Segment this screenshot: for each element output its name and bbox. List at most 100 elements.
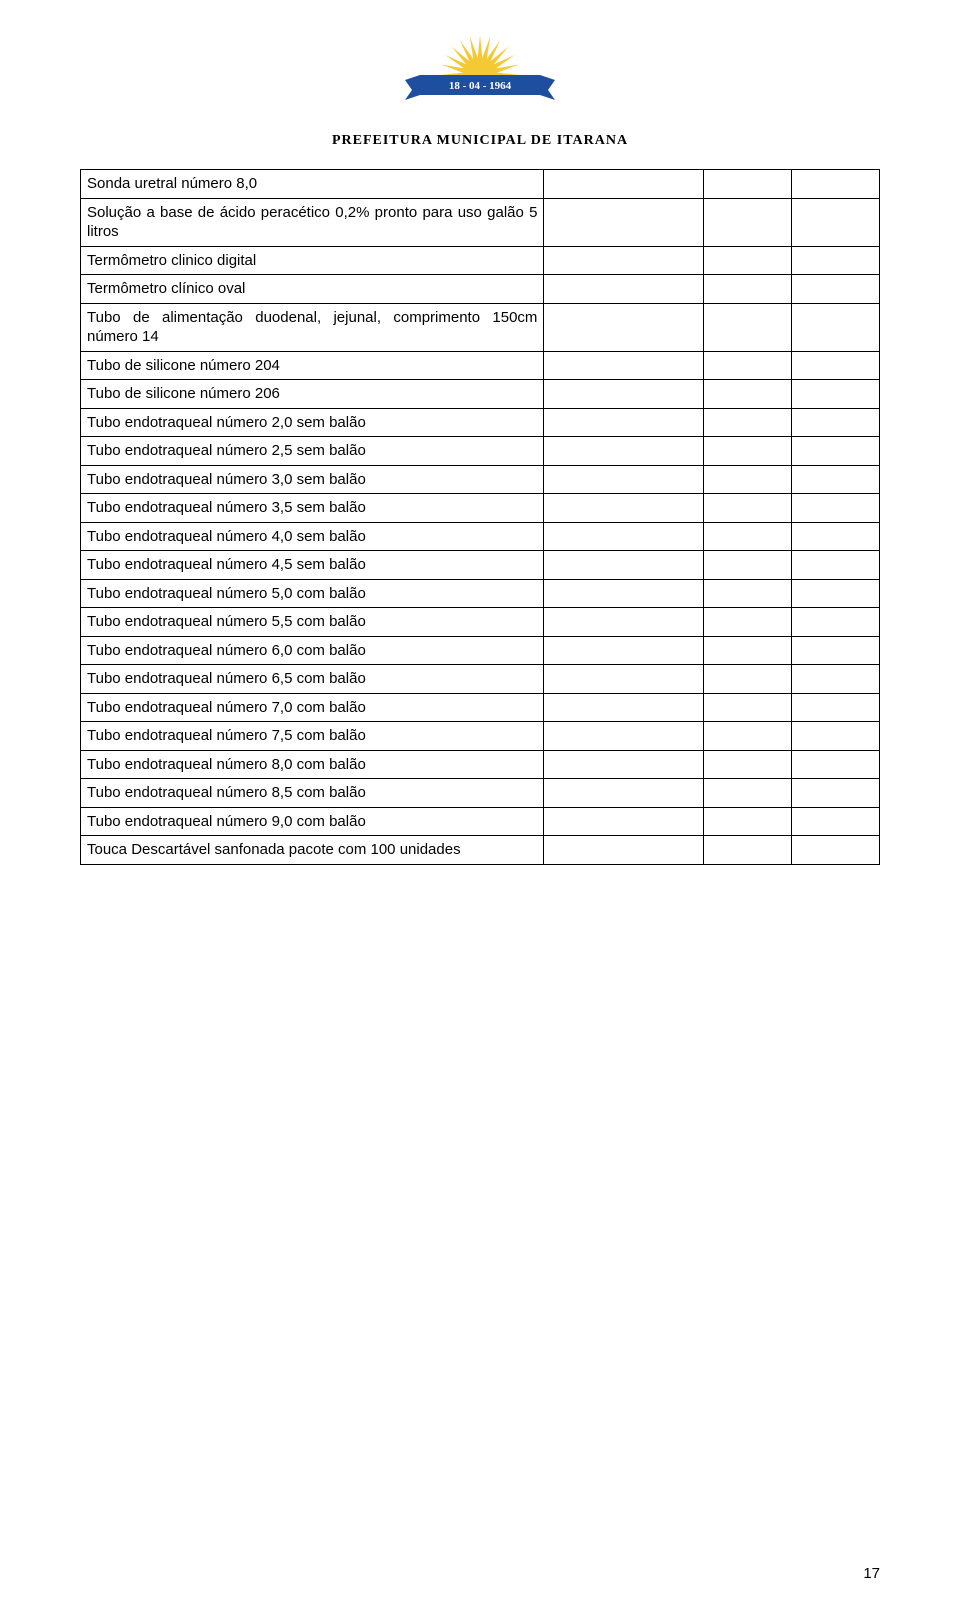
empty-cell — [792, 465, 880, 494]
empty-cell — [704, 750, 792, 779]
empty-cell — [792, 836, 880, 865]
empty-cell — [704, 551, 792, 580]
empty-cell — [544, 351, 704, 380]
empty-cell — [792, 303, 880, 351]
empty-cell — [792, 408, 880, 437]
empty-cell — [704, 494, 792, 523]
table-row: Tubo de silicone número 206 — [81, 380, 880, 409]
empty-cell — [704, 665, 792, 694]
table-row: Tubo endotraqueal número 9,0 com balão — [81, 807, 880, 836]
table-row: Sonda uretral número 8,0 — [81, 170, 880, 199]
table-row: Solução a base de ácido peracético 0,2% … — [81, 198, 880, 246]
empty-cell — [792, 665, 880, 694]
item-label-cell: Termômetro clínico oval — [81, 275, 544, 304]
item-label-cell: Tubo de silicone número 206 — [81, 380, 544, 409]
empty-cell — [544, 836, 704, 865]
empty-cell — [544, 303, 704, 351]
empty-cell — [792, 351, 880, 380]
empty-cell — [544, 722, 704, 751]
empty-cell — [704, 693, 792, 722]
empty-cell — [792, 608, 880, 637]
item-label-cell: Tubo endotraqueal número 5,5 com balão — [81, 608, 544, 637]
item-label-cell: Tubo endotraqueal número 4,5 sem balão — [81, 551, 544, 580]
empty-cell — [792, 807, 880, 836]
table-row: Tubo endotraqueal número 2,5 sem balão — [81, 437, 880, 466]
item-label-cell: Termômetro clinico digital — [81, 246, 544, 275]
table-row: Tubo endotraqueal número 6,0 com balão — [81, 636, 880, 665]
page-header: 18 - 04 - 1964 PREFEITURA MUNICIPAL DE I… — [80, 20, 880, 149]
empty-cell — [544, 380, 704, 409]
empty-cell — [704, 246, 792, 275]
empty-cell — [544, 198, 704, 246]
empty-cell — [544, 246, 704, 275]
item-label-cell: Solução a base de ácido peracético 0,2% … — [81, 198, 544, 246]
item-label-cell: Tubo de alimentação duodenal, jejunal, c… — [81, 303, 544, 351]
empty-cell — [544, 465, 704, 494]
empty-cell — [544, 636, 704, 665]
table-row: Tubo endotraqueal número 8,5 com balão — [81, 779, 880, 808]
table-row: Termômetro clinico digital — [81, 246, 880, 275]
empty-cell — [704, 198, 792, 246]
empty-cell — [544, 275, 704, 304]
item-label-cell: Tubo endotraqueal número 2,0 sem balão — [81, 408, 544, 437]
table-row: Tubo endotraqueal número 4,0 sem balão — [81, 522, 880, 551]
empty-cell — [792, 750, 880, 779]
empty-cell — [544, 437, 704, 466]
item-label-cell: Sonda uretral número 8,0 — [81, 170, 544, 199]
empty-cell — [792, 579, 880, 608]
empty-cell — [544, 170, 704, 199]
empty-cell — [704, 380, 792, 409]
table-row: Tubo endotraqueal número 6,5 com balão — [81, 665, 880, 694]
items-table: Sonda uretral número 8,0Solução a base d… — [80, 169, 880, 865]
empty-cell — [792, 779, 880, 808]
municipal-logo: 18 - 04 - 1964 — [390, 20, 570, 125]
empty-cell — [792, 246, 880, 275]
empty-cell — [704, 275, 792, 304]
empty-cell — [544, 608, 704, 637]
item-label-cell: Tubo endotraqueal número 6,0 com balão — [81, 636, 544, 665]
empty-cell — [544, 750, 704, 779]
empty-cell — [704, 437, 792, 466]
table-row: Tubo endotraqueal número 5,0 com balão — [81, 579, 880, 608]
item-label-cell: Tubo endotraqueal número 3,0 sem balão — [81, 465, 544, 494]
items-table-body: Sonda uretral número 8,0Solução a base d… — [81, 170, 880, 865]
empty-cell — [792, 551, 880, 580]
empty-cell — [704, 351, 792, 380]
empty-cell — [704, 779, 792, 808]
empty-cell — [792, 437, 880, 466]
item-label-cell: Tubo endotraqueal número 6,5 com balão — [81, 665, 544, 694]
table-row: Tubo endotraqueal número 4,5 sem balão — [81, 551, 880, 580]
table-row: Tubo endotraqueal número 5,5 com balão — [81, 608, 880, 637]
item-label-cell: Tubo endotraqueal número 9,0 com balão — [81, 807, 544, 836]
empty-cell — [704, 608, 792, 637]
empty-cell — [792, 636, 880, 665]
table-row: Tubo endotraqueal número 3,0 sem balão — [81, 465, 880, 494]
item-label-cell: Tubo endotraqueal número 7,5 com balão — [81, 722, 544, 751]
empty-cell — [704, 836, 792, 865]
table-row: Touca Descartável sanfonada pacote com 1… — [81, 836, 880, 865]
empty-cell — [792, 275, 880, 304]
empty-cell — [792, 522, 880, 551]
item-label-cell: Tubo endotraqueal número 3,5 sem balão — [81, 494, 544, 523]
table-row: Tubo de alimentação duodenal, jejunal, c… — [81, 303, 880, 351]
empty-cell — [792, 722, 880, 751]
table-row: Tubo de silicone número 204 — [81, 351, 880, 380]
table-row: Tubo endotraqueal número 8,0 com balão — [81, 750, 880, 779]
item-label-cell: Tubo endotraqueal número 2,5 sem balão — [81, 437, 544, 466]
empty-cell — [704, 579, 792, 608]
empty-cell — [544, 408, 704, 437]
table-row: Termômetro clínico oval — [81, 275, 880, 304]
empty-cell — [704, 408, 792, 437]
empty-cell — [704, 303, 792, 351]
empty-cell — [792, 693, 880, 722]
page-number: 17 — [80, 1565, 880, 1582]
table-row: Tubo endotraqueal número 7,0 com balão — [81, 693, 880, 722]
table-row: Tubo endotraqueal número 7,5 com balão — [81, 722, 880, 751]
table-row: Tubo endotraqueal número 3,5 sem balão — [81, 494, 880, 523]
table-row: Tubo endotraqueal número 2,0 sem balão — [81, 408, 880, 437]
item-label-cell: Tubo endotraqueal número 7,0 com balão — [81, 693, 544, 722]
item-label-cell: Tubo endotraqueal número 5,0 com balão — [81, 579, 544, 608]
empty-cell — [704, 807, 792, 836]
empty-cell — [544, 665, 704, 694]
banner-date-text: 18 - 04 - 1964 — [449, 80, 512, 92]
